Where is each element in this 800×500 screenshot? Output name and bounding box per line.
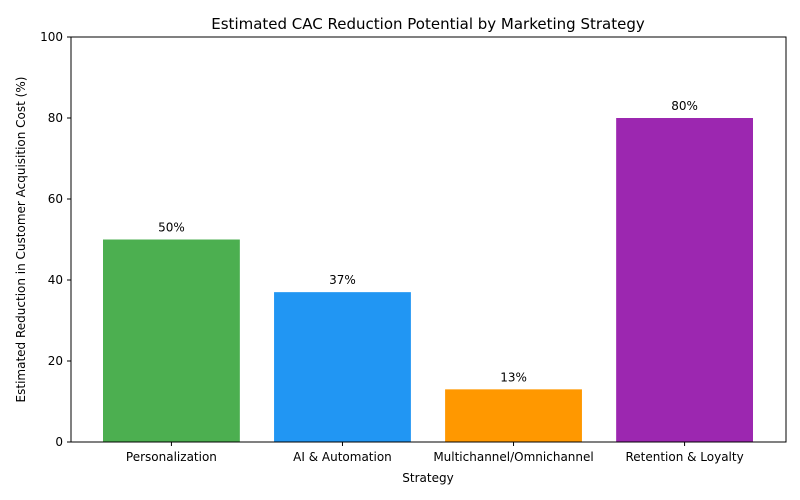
chart-title: Estimated CAC Reduction Potential by Mar… [211, 15, 645, 33]
bar-ai-automation [274, 292, 411, 442]
x-axis-label: Strategy [402, 471, 453, 485]
x-axis-ticks: Personalization AI & Automation Multichann… [126, 442, 744, 464]
data-labels-group: 50% 37% 13% 80% [158, 99, 698, 384]
y-axis-label: Estimated Reduction in Customer Acquisit… [14, 77, 28, 403]
data-label-multichannel-omnichannel: 13% [500, 370, 527, 384]
y-tick-label: 0 [55, 435, 63, 449]
y-axis-ticks: 0 20 40 60 80 100 [40, 30, 71, 449]
x-tick-label: Retention & Loyalty [625, 450, 743, 464]
y-tick-label: 60 [48, 192, 63, 206]
x-tick-label: AI & Automation [293, 450, 392, 464]
bar-retention-loyalty [616, 118, 753, 442]
bar-multichannel-omnichannel [445, 389, 582, 442]
plot-frame [70, 36, 787, 443]
data-label-retention-loyalty: 80% [671, 99, 698, 113]
y-tick-label: 20 [48, 354, 63, 368]
data-label-personalization: 50% [158, 221, 185, 235]
y-tick-label: 40 [48, 273, 63, 287]
data-label-ai-automation: 37% [329, 273, 356, 287]
y-tick-label: 100 [40, 30, 63, 44]
bar-personalization [103, 239, 240, 442]
x-tick-label: Multichannel/Omnichannel [433, 450, 593, 464]
bars-group [103, 118, 753, 442]
y-tick-label: 80 [48, 111, 63, 125]
x-tick-label: Personalization [126, 450, 217, 464]
